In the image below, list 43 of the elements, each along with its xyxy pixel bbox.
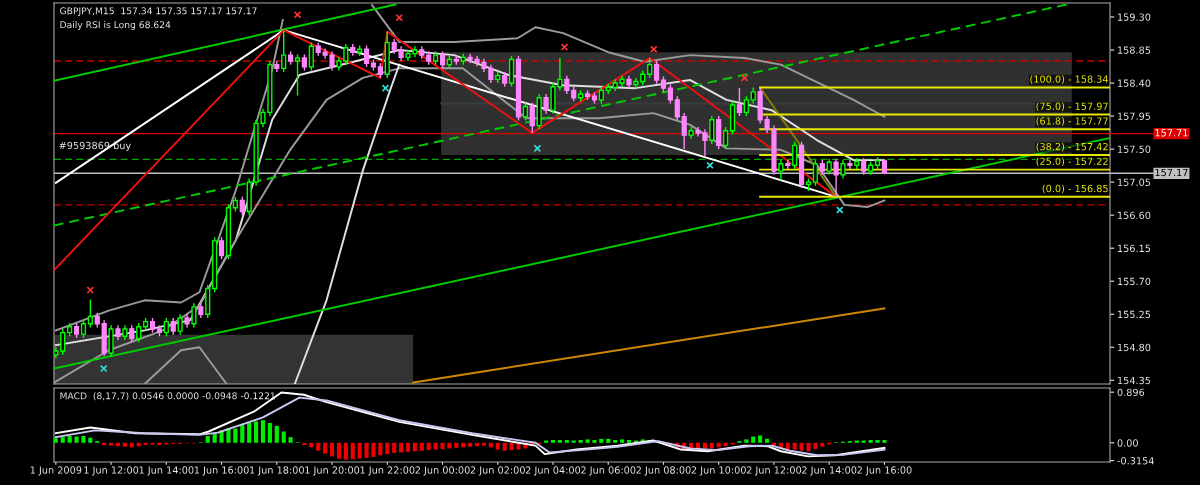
y-tick-label: 156.15 <box>1118 244 1151 253</box>
chart-title: GBPJPY,M15 157.34 157.35 157.17 157.17 <box>60 7 257 16</box>
x-tick-label: 1 Jun 18:00 <box>250 466 304 476</box>
y-tick-label: 155.25 <box>1118 310 1151 319</box>
annotation: Daily RSI is Long 68.624 <box>60 21 171 30</box>
y-tick-label: 158.85 <box>1118 46 1151 54</box>
y-tick-label: -0.3154 <box>1117 457 1154 465</box>
x-tick-label: 2 Jun 08:00 <box>636 466 691 476</box>
y-tick-label: 155.70 <box>1118 277 1151 286</box>
series-label: (100.0) - 158.34 <box>1030 75 1109 84</box>
y-tick-label: 0.896 <box>1117 388 1145 397</box>
y-tick-label: 157.95 <box>1118 112 1151 120</box>
x-tick-label: 2 Jun 00:00 <box>415 466 470 476</box>
series-label: (61.8) - 157.77 <box>1036 117 1108 126</box>
annotation: #9593869 buy <box>59 141 131 152</box>
x-tick-label: 2 Jun 02:00 <box>470 466 525 476</box>
x-tick-label: 1 Jun 20:00 <box>305 466 360 476</box>
y-tick-label: 157.05 <box>1118 178 1151 186</box>
x-tick-label: 2 Jun 10:00 <box>691 466 746 476</box>
series-label: (38.2) - 157.42 <box>1036 142 1108 152</box>
x-tick-label: 1 Jun 22:00 <box>360 466 415 476</box>
y-tick-label: 156.60 <box>1118 211 1151 219</box>
y-tick-label: 158.40 <box>1118 79 1151 87</box>
x-tick-label: 2 Jun 16:00 <box>857 466 912 476</box>
y-tick-label: 0.00 <box>1117 439 1138 447</box>
y-tick-label: 154.35 <box>1118 376 1151 385</box>
x-tick-label: 1 Jun 14:00 <box>139 466 194 476</box>
x-tick-label: 1 Jun 16:00 <box>194 466 249 476</box>
x-tick-label: 2 Jun 04:00 <box>525 466 581 476</box>
x-tick-label: 1 Jun 2009 <box>30 466 82 476</box>
y-tick-label: 154.80 <box>1118 343 1151 352</box>
chart-title: MACD (8,17,7) 0.0546 0.0000 -0.0948 -0.1221 <box>60 392 275 401</box>
series-label: (75.0) - 157.97 <box>1036 102 1108 112</box>
y-tick-label: 159.30 <box>1118 13 1151 21</box>
y-tick-label: 157.50 <box>1118 145 1151 153</box>
series-label: (25.0) - 157.22 <box>1036 157 1108 167</box>
x-tick-label: 2 Jun 12:00 <box>746 466 802 476</box>
ref-line-label: 157.71 <box>1155 129 1188 137</box>
series-label: (0.0) - 156.85 <box>1042 184 1108 194</box>
x-tick-label: 1 Jun 12:00 <box>84 466 139 476</box>
x-tick-label: 2 Jun 06:00 <box>581 466 636 476</box>
ref-line-label: 157.17 <box>1155 168 1188 177</box>
x-tick-label: 2 Jun 14:00 <box>802 466 857 476</box>
